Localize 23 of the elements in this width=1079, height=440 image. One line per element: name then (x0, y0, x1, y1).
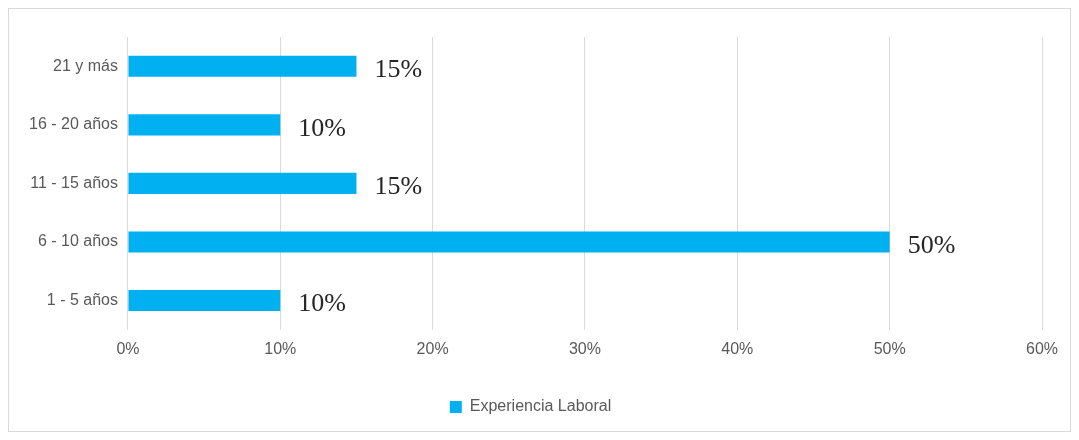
data-label: 10% (298, 112, 346, 142)
x-tick-label: 60% (1025, 339, 1059, 357)
bar (128, 289, 281, 312)
x-tick-label: 0% (116, 339, 140, 357)
x-tick-label: 20% (416, 339, 449, 357)
y-tick-label: 1 - 5 años (46, 290, 118, 308)
bar (128, 172, 357, 194)
data-label: 15% (374, 171, 423, 201)
x-tick-label: 30% (568, 339, 601, 357)
bar (128, 231, 890, 253)
y-tick-label: 21 y más (53, 56, 118, 74)
x-tick-label: 40% (721, 339, 754, 357)
data-label: 15% (374, 54, 423, 84)
x-tick-label: 50% (873, 339, 906, 357)
y-tick-label: 6 - 10 años (37, 232, 118, 250)
data-label: 50% (907, 229, 956, 259)
bar (128, 114, 281, 136)
y-tick-label: 16 - 20 años (29, 115, 118, 133)
y-tick-label: 11 - 15 años (30, 173, 118, 191)
bar (128, 55, 357, 77)
x-tick-label: 10% (264, 339, 297, 357)
legend-label: Experiencia Laboral (469, 397, 612, 415)
data-label: 10% (298, 288, 346, 318)
